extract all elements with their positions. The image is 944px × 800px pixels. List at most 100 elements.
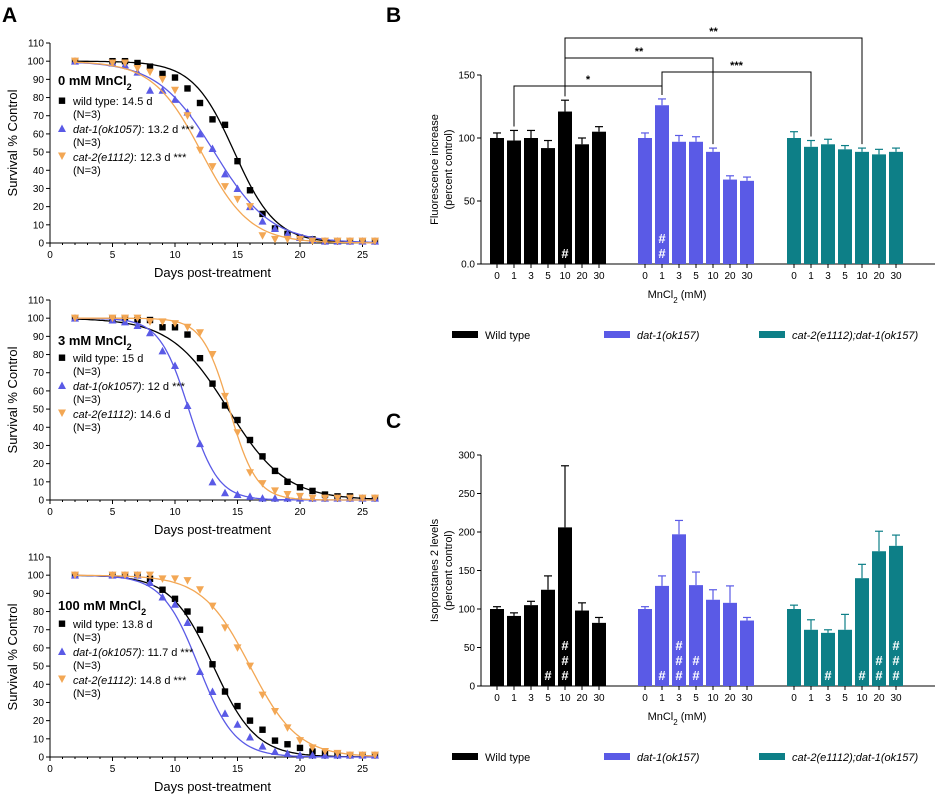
bar: [872, 551, 886, 686]
data-point-triangle-down: [108, 59, 117, 67]
data-point-square: [171, 595, 179, 603]
data-point-square: [134, 59, 141, 67]
bar: [740, 180, 754, 264]
data-point-triangle-down: [196, 329, 204, 337]
data-point-square: [259, 726, 266, 733]
x-tick-label: 25: [357, 250, 369, 261]
x-axis-label: MnCl2 (mM): [648, 289, 707, 305]
y-tick-label: 30: [33, 184, 45, 195]
data-point-triangle-down: [233, 195, 242, 204]
data-point-triangle-down: [308, 237, 317, 246]
x-tick-label: 3: [825, 693, 831, 704]
significance-hash: #: [658, 668, 666, 683]
plot-title: 100 mM MnCl2: [58, 598, 146, 617]
y-tick-label: 60: [33, 643, 45, 654]
data-point-triangle-down: [296, 235, 304, 244]
bar: [575, 610, 589, 686]
data-point-square: [296, 484, 304, 491]
y-tick-label: 300: [458, 451, 475, 462]
legend-entry: cat-2(e1112): 14.8 d ***: [73, 675, 187, 687]
x-tick-label: 5: [110, 507, 116, 518]
y-tick-label: 80: [33, 350, 45, 361]
bar: [689, 141, 703, 264]
panel-b-label: B: [386, 4, 401, 27]
y-axis-label: Survival % Control: [5, 89, 20, 196]
x-tick-label: 25: [357, 764, 369, 775]
bar: [541, 589, 555, 686]
legend-entry: cat-2(e1112): 12.3 d ***: [73, 152, 187, 164]
legend-label: dat-1(ok157): [637, 330, 700, 342]
bar: [787, 609, 801, 686]
x-tick-label: 15: [232, 250, 244, 261]
y-tick-label: 90: [33, 75, 45, 86]
bar: [855, 578, 869, 686]
x-tick-label: 10: [169, 250, 181, 261]
y-tick-label: 50: [33, 405, 45, 416]
data-point-triangle-down: [121, 59, 129, 67]
data-point-triangle-down: [208, 602, 217, 611]
data-point-triangle-up: [146, 578, 154, 586]
data-point-triangle-up: [258, 217, 267, 225]
data-point-triangle-up: [221, 169, 229, 178]
y-tick-label: 200: [458, 528, 475, 539]
data-point-triangle-up: [233, 720, 242, 728]
x-tick-label: 30: [593, 271, 605, 282]
legend-n: (N=3): [73, 165, 101, 177]
y-tick-label: 50: [33, 662, 45, 673]
x-tick-label: 5: [545, 271, 551, 282]
significance-hash: #: [675, 653, 683, 668]
data-point-triangle-down: [371, 237, 379, 246]
data-point-triangle-up: [221, 709, 229, 717]
data-point-square: [221, 121, 229, 129]
y-tick-label: 100: [27, 57, 44, 68]
y-tick-label: 150: [458, 71, 475, 82]
survival-plot-0mm: 0 10 20 30 40 50 60 70 80 90 100 110 0 5 10 15 20 25 Days …: [5, 39, 379, 280]
x-tick-label: 1: [808, 693, 814, 704]
data-point-square: [234, 416, 241, 424]
legend-marker-triangle-up: [58, 381, 66, 389]
y-tick-label: 110: [28, 553, 44, 564]
data-point-triangle-up: [133, 321, 142, 329]
y-tick-label: 0.0: [461, 260, 475, 271]
legend-label: Wild type: [485, 752, 530, 764]
data-point-triangle-up: [171, 361, 179, 369]
data-point-triangle-up: [158, 86, 167, 94]
legend-marker-square: [58, 620, 66, 627]
bar: [490, 138, 504, 264]
bar: [638, 138, 652, 264]
significance-stars: *: [586, 74, 591, 86]
bar: [575, 144, 589, 264]
bar: [889, 545, 903, 686]
y-tick-label: 40: [33, 680, 45, 691]
data-point-triangle-down: [346, 237, 354, 246]
significance-stars: **: [635, 46, 644, 58]
bar: [872, 154, 886, 264]
legend-label: cat-2(e1112);dat-1(ok157): [792, 752, 918, 764]
data-point-triangle-down: [246, 469, 254, 477]
data-point-triangle-up: [171, 600, 179, 608]
y-tick-label: 100: [458, 605, 475, 616]
x-tick-label: 30: [593, 693, 605, 704]
significance-hash: #: [675, 668, 683, 683]
x-tick-label: 20: [576, 271, 588, 282]
y-tick-label: 60: [33, 386, 45, 397]
y-tick-label: 110: [28, 296, 44, 307]
data-point-square: [209, 116, 216, 123]
y-tick-label: 20: [33, 459, 45, 470]
x-tick-label: 3: [825, 271, 831, 282]
x-tick-label: 3: [528, 693, 534, 704]
data-point-triangle-down: [296, 737, 304, 745]
data-point-triangle-down: [371, 751, 379, 760]
data-point-triangle-down: [171, 575, 179, 583]
data-point-square: [209, 661, 216, 668]
y-axis-label: Survival % Control: [5, 346, 20, 453]
data-point-triangle-down: [146, 571, 154, 580]
data-point-triangle-down: [271, 235, 279, 244]
y-tick-label: 20: [33, 716, 45, 727]
data-point-triangle-down: [258, 480, 267, 488]
data-point-triangle-down: [133, 64, 142, 73]
bar: [706, 151, 720, 264]
bar: [804, 629, 818, 686]
y-tick-label: 0: [38, 239, 44, 250]
